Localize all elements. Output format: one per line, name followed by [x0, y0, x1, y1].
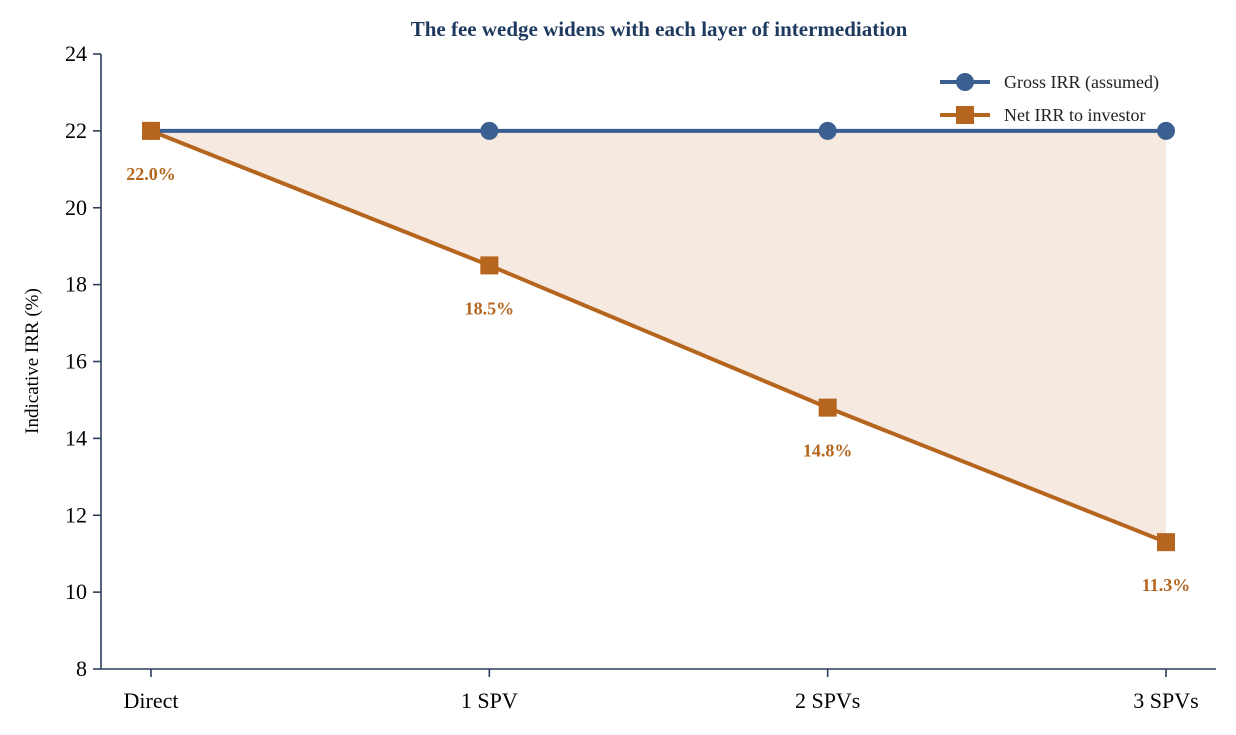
legend: Gross IRR (assumed) Net IRR to investor — [940, 72, 1159, 125]
legend-label: Net IRR to investor — [1004, 105, 1146, 125]
data-label: 11.3% — [1142, 575, 1191, 595]
data-label: 14.8% — [803, 441, 853, 461]
net-irr-point — [1157, 533, 1175, 552]
y-tick-label: 24 — [65, 41, 87, 66]
net-irr-point — [480, 256, 499, 275]
x-tick-label: Direct — [124, 688, 179, 713]
y-tick-label: 20 — [65, 195, 87, 220]
net-irr-point — [142, 121, 160, 140]
legend-marker-circle — [956, 73, 974, 91]
chart-title: The fee wedge widens with each layer of … — [411, 17, 908, 41]
y-axis-label: Indicative IRR (%) — [22, 288, 43, 434]
y-tick-label: 12 — [65, 502, 87, 527]
plot-area: 8 10 12 14 16 18 20 22 24 Direct 1 SPV 2 SPVs 3 SPVs… — [65, 41, 1216, 713]
x-tick-label: 3 SPVs — [1133, 688, 1198, 713]
y-tick-label: 14 — [65, 425, 87, 450]
y-tick-label: 10 — [65, 579, 87, 604]
y-tick-label: 16 — [65, 349, 87, 374]
y-tick-label: 8 — [76, 656, 87, 681]
y-tick-label: 22 — [65, 118, 87, 143]
series-line-net-irr — [150, 129, 1167, 545]
gross-irr-point — [818, 121, 837, 140]
x-tick-label: 1 SPV — [461, 688, 518, 713]
y-tick-label: 18 — [65, 272, 87, 297]
gross-irr-point — [480, 121, 499, 140]
legend-marker-square — [956, 106, 974, 124]
x-tick-label: 2 SPVs — [795, 688, 860, 713]
data-label: 18.5% — [465, 298, 515, 318]
data-label: 22.0% — [126, 164, 176, 184]
legend-label: Gross IRR (assumed) — [1004, 72, 1159, 93]
net-irr-point — [818, 398, 837, 417]
gross-irr-point — [1157, 121, 1175, 140]
